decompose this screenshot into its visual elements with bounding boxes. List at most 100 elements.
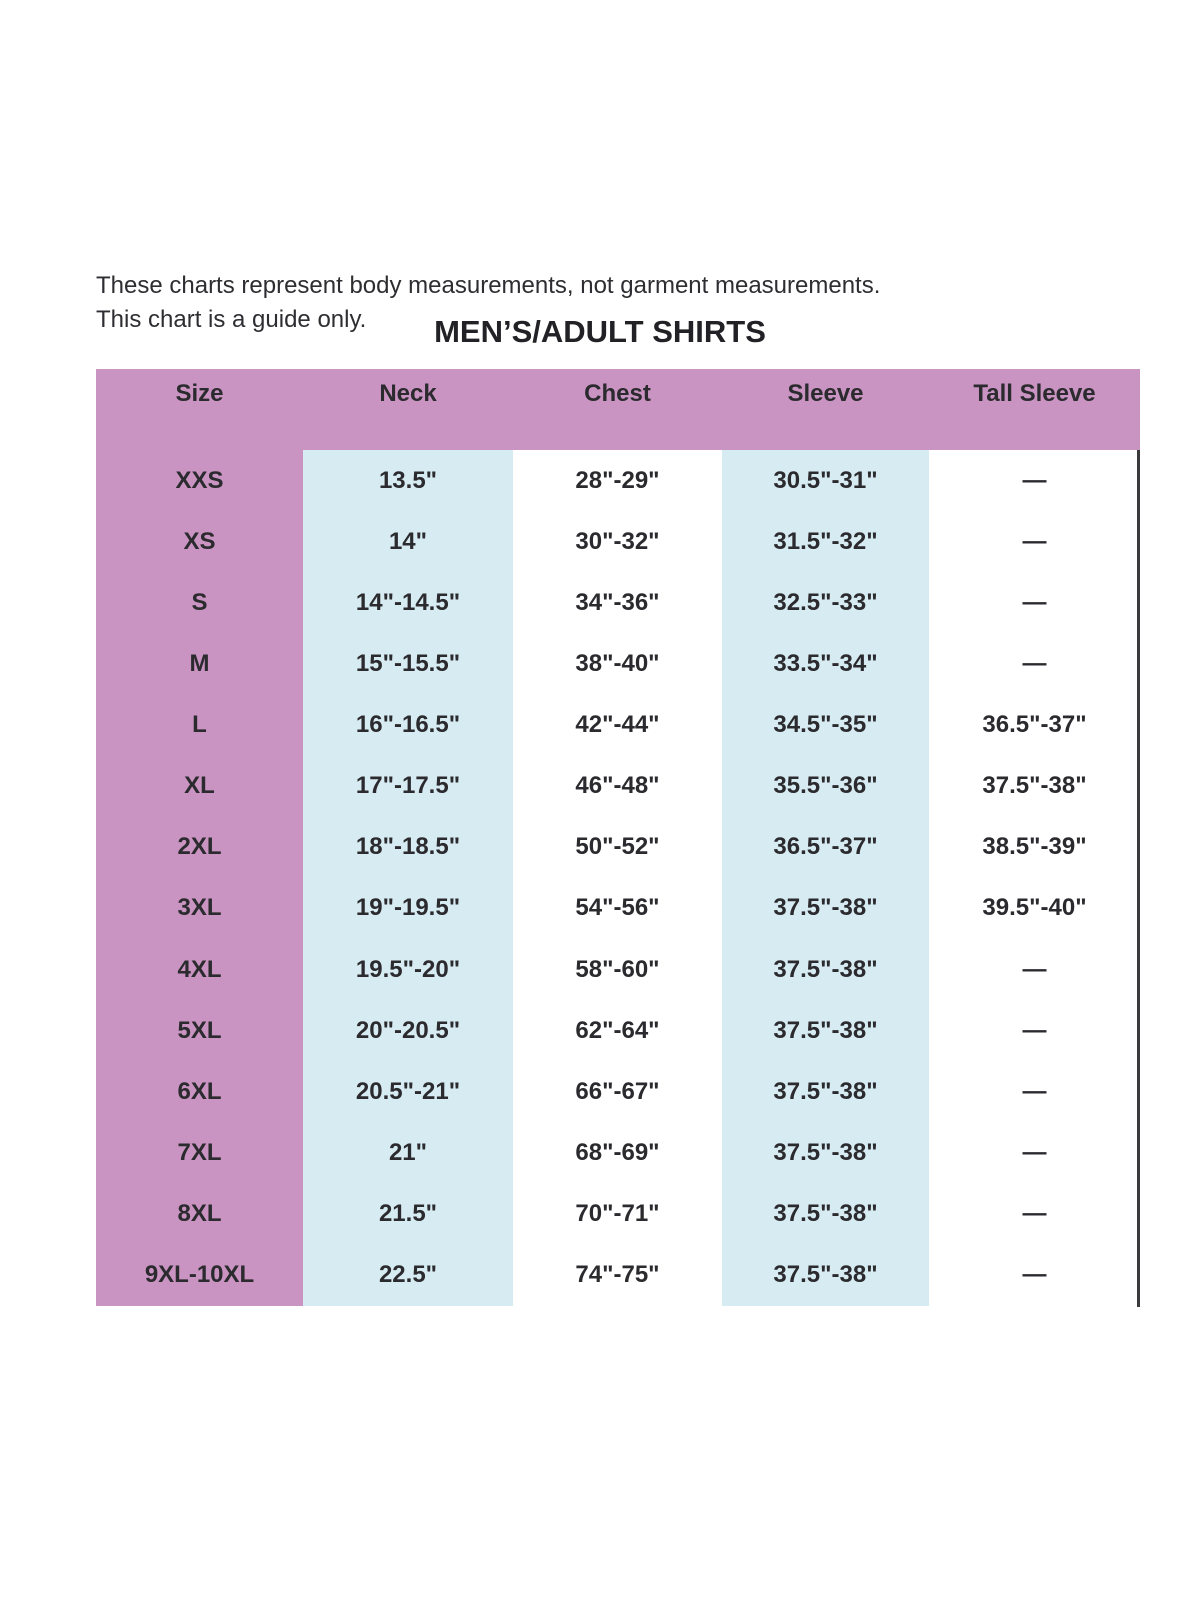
size-chart-table: Size Neck Chest Sleeve Tall Sleeve XXS 13… — [96, 369, 1140, 1307]
neck-cell: 15"-15.5" — [355, 649, 461, 677]
size-cell: XS — [183, 527, 216, 555]
table-right-border — [1137, 450, 1140, 1307]
column-header-sleeve: Sleeve — [787, 380, 864, 407]
neck-cell: 14"-14.5" — [355, 588, 461, 616]
sleeve-cell: 37.5"-38" — [773, 894, 878, 922]
chest-cell: 62"-64" — [575, 1016, 660, 1044]
table-row: 6XL 20.5"-21" 66"-67" 37.5"-38" — — [96, 1061, 1140, 1122]
sleeve-cell: 37.5"-38" — [773, 1077, 878, 1105]
sleeve-cell: 31.5"-32" — [773, 527, 878, 555]
table-row: 3XL 19"-19.5" 54"-56" 37.5"-38" 39.5"-40" — [96, 878, 1140, 939]
column-header-neck: Neck — [379, 380, 437, 407]
sleeve-cell: 36.5"-37" — [773, 833, 878, 861]
tall-sleeve-cell: — — [1022, 1016, 1047, 1044]
neck-cell: 19"-19.5" — [355, 894, 461, 922]
sleeve-cell: 37.5"-38" — [773, 1138, 878, 1166]
table-row: XL 17"-17.5" 46"-48" 35.5"-36" 37.5"-38" — [96, 756, 1140, 817]
size-cell: 4XL — [177, 955, 222, 983]
tall-sleeve-cell: — — [1022, 1077, 1047, 1105]
measurement-note: These charts represent body measurements… — [96, 269, 880, 337]
neck-cell: 19.5"-20" — [355, 955, 461, 983]
chest-cell: 38"-40" — [575, 649, 660, 677]
tall-sleeve-cell: 36.5"-37" — [982, 711, 1087, 739]
page-title: MEN’S/ADULT SHIRTS — [434, 314, 766, 349]
table-row: 9XL-10XL 22.5" 74"-75" 37.5"-38" — — [96, 1245, 1140, 1306]
chest-cell: 34"-36" — [575, 588, 660, 616]
chest-cell: 74"-75" — [575, 1261, 660, 1289]
sleeve-cell: 30.5"-31" — [773, 466, 878, 494]
size-cell: M — [189, 649, 210, 677]
chest-cell: 70"-71" — [575, 1200, 660, 1228]
neck-column-band — [303, 450, 513, 1306]
chest-cell: 50"-52" — [575, 833, 660, 861]
table-row: XS 14" 30"-32" 31.5"-32" — — [96, 511, 1140, 572]
tall-sleeve-cell: — — [1022, 649, 1047, 677]
sleeve-cell: 34.5"-35" — [773, 711, 878, 739]
sleeve-cell: 37.5"-38" — [773, 1200, 878, 1228]
sleeve-cell: 33.5"-34" — [773, 649, 878, 677]
neck-cell: 21" — [388, 1138, 428, 1166]
measurement-note-line1: These charts represent body measurements… — [96, 272, 881, 299]
chest-cell: 28"-29" — [575, 466, 660, 494]
size-cell: 3XL — [177, 894, 222, 922]
neck-cell: 20.5"-21" — [355, 1077, 461, 1105]
table-header-row: Size Neck Chest Sleeve Tall Sleeve — [96, 369, 1140, 450]
neck-cell: 14" — [388, 527, 428, 555]
size-cell: S — [191, 588, 208, 616]
size-cell: 9XL-10XL — [144, 1261, 255, 1289]
table-row: 8XL 21.5" 70"-71" 37.5"-38" — — [96, 1184, 1140, 1245]
neck-cell: 21.5" — [378, 1200, 438, 1228]
chest-cell: 46"-48" — [575, 772, 660, 800]
table-row: L 16"-16.5" 42"-44" 34.5"-35" 36.5"-37" — [96, 695, 1140, 756]
tall-sleeve-cell: — — [1022, 1138, 1047, 1166]
size-cell: 2XL — [177, 833, 222, 861]
chest-cell: 58"-60" — [575, 955, 660, 983]
chest-cell: 30"-32" — [575, 527, 660, 555]
table-row: 2XL 18"-18.5" 50"-52" 36.5"-37" 38.5"-39" — [96, 817, 1140, 878]
chest-cell: 54"-56" — [575, 894, 660, 922]
neck-cell: 16"-16.5" — [355, 711, 461, 739]
sleeve-cell: 37.5"-38" — [773, 1016, 878, 1044]
neck-cell: 22.5" — [378, 1261, 438, 1289]
table-body: XXS 13.5" 28"-29" 30.5"-31" — XS 14" 30"-32" 31.… — [96, 450, 1140, 1306]
neck-cell: 17"-17.5" — [355, 772, 461, 800]
tall-sleeve-cell: — — [1022, 955, 1047, 983]
tall-sleeve-cell: — — [1022, 527, 1047, 555]
tall-sleeve-cell: — — [1022, 588, 1047, 616]
sleeve-cell: 37.5"-38" — [773, 1261, 878, 1289]
sleeve-cell: 35.5"-36" — [773, 772, 878, 800]
table-row: S 14"-14.5" 34"-36" 32.5"-33" — — [96, 572, 1140, 633]
column-header-size: Size — [175, 380, 224, 407]
sleeve-cell: 37.5"-38" — [773, 955, 878, 983]
size-cell: 7XL — [177, 1138, 222, 1166]
neck-cell: 13.5" — [378, 466, 438, 494]
column-header-chest: Chest — [584, 380, 651, 407]
tall-sleeve-cell: — — [1022, 1200, 1047, 1228]
neck-cell: 18"-18.5" — [355, 833, 461, 861]
column-header-tall-sleeve: Tall Sleeve — [973, 380, 1096, 407]
tall-sleeve-cell: — — [1022, 466, 1047, 494]
table-row: 5XL 20"-20.5" 62"-64" 37.5"-38" — — [96, 1000, 1140, 1061]
neck-cell: 20"-20.5" — [355, 1016, 461, 1044]
size-cell: XXS — [175, 466, 224, 494]
size-cell: 8XL — [177, 1200, 222, 1228]
table-row: 7XL 21" 68"-69" 37.5"-38" — — [96, 1122, 1140, 1183]
tall-sleeve-cell: 39.5"-40" — [982, 894, 1087, 922]
size-cell: 5XL — [177, 1016, 222, 1044]
size-column-band — [96, 369, 303, 1306]
tall-sleeve-cell: — — [1022, 1261, 1047, 1289]
measurement-note-line2: This chart is a guide only. — [96, 306, 367, 333]
chest-cell: 68"-69" — [575, 1138, 660, 1166]
sleeve-column-band — [722, 450, 929, 1306]
size-cell: 6XL — [177, 1077, 222, 1105]
sleeve-cell: 32.5"-33" — [773, 588, 878, 616]
chest-cell: 66"-67" — [575, 1077, 660, 1105]
chest-cell: 42"-44" — [575, 711, 660, 739]
size-cell: L — [192, 711, 207, 739]
table-row: M 15"-15.5" 38"-40" 33.5"-34" — — [96, 633, 1140, 694]
table-row: XXS 13.5" 28"-29" 30.5"-31" — — [96, 450, 1140, 511]
tall-sleeve-cell: 37.5"-38" — [982, 772, 1087, 800]
size-cell: XL — [184, 772, 215, 800]
table-row: 4XL 19.5"-20" 58"-60" 37.5"-38" — — [96, 939, 1140, 1000]
